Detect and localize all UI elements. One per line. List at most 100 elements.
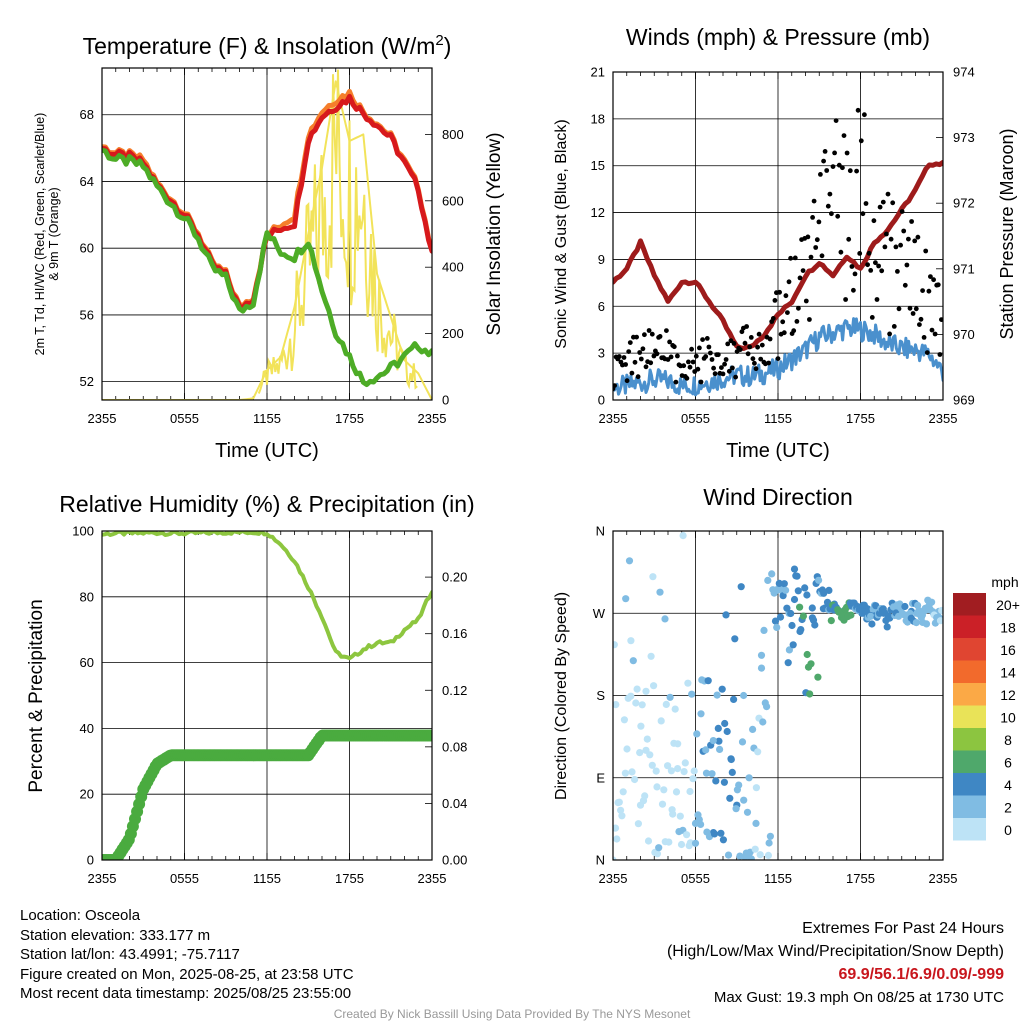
direction-point bbox=[747, 855, 755, 860]
title-close: ) bbox=[444, 33, 452, 59]
direction-point bbox=[799, 612, 808, 620]
gust-point bbox=[895, 269, 900, 274]
direction-point bbox=[686, 787, 694, 796]
gust-point bbox=[913, 306, 919, 312]
gust-point bbox=[646, 328, 652, 333]
x-tick-label: 1155 bbox=[764, 411, 792, 426]
direction-point bbox=[756, 851, 764, 859]
direction-point bbox=[912, 619, 920, 627]
y-axis-label-winds: Sonic Wind & Gust (Blue, Black) bbox=[553, 119, 570, 348]
direction-point bbox=[760, 626, 768, 635]
direction-point bbox=[642, 687, 650, 695]
gust-point bbox=[627, 340, 633, 345]
gust-point bbox=[767, 336, 773, 342]
gust-point bbox=[813, 245, 819, 250]
gust-point bbox=[906, 236, 911, 242]
gust-point bbox=[844, 150, 850, 156]
direction-point bbox=[737, 583, 745, 591]
gust-point bbox=[728, 338, 734, 344]
colorbar-swatch bbox=[953, 683, 986, 706]
gust-point bbox=[638, 356, 644, 362]
y-tick-label: 60 bbox=[80, 655, 94, 670]
direction-point bbox=[674, 740, 682, 748]
x-axis-label-temperature: Time (UTC) bbox=[215, 440, 319, 462]
station-pressure-line bbox=[613, 159, 943, 351]
credit-text: Created By Nick Bassill Using Data Provi… bbox=[333, 1007, 691, 1021]
direction-point bbox=[797, 626, 805, 634]
x-tick-label: 2355 bbox=[88, 871, 117, 886]
direction-point bbox=[883, 623, 891, 631]
colorbar-swatch bbox=[953, 773, 986, 796]
direction-point bbox=[655, 844, 663, 852]
direction-point bbox=[619, 788, 627, 796]
x-tick-label: 2355 bbox=[88, 411, 117, 426]
gust-point bbox=[835, 213, 841, 219]
y-right-tick-label: 0.16 bbox=[442, 626, 467, 641]
elevation-text: Station elevation: 333.177 m bbox=[20, 926, 211, 944]
x-tick-label: 2355 bbox=[929, 411, 958, 426]
plot-frame bbox=[101, 530, 433, 861]
y-tick-label: 9 bbox=[598, 252, 605, 267]
colorbar-label: 0 bbox=[1004, 822, 1012, 838]
direction-point bbox=[693, 730, 701, 738]
gust-point bbox=[723, 357, 729, 362]
x-tick-label: 0555 bbox=[170, 411, 199, 426]
direction-point bbox=[765, 839, 773, 847]
direction-point bbox=[633, 685, 641, 693]
direction-point bbox=[613, 824, 620, 832]
gust-point bbox=[901, 228, 907, 234]
direction-point bbox=[724, 851, 733, 859]
gust-point bbox=[745, 351, 751, 357]
extremes-legend: (High/Low/Max Wind/Precipitation/Snow De… bbox=[666, 943, 1004, 960]
gust-point bbox=[874, 297, 880, 302]
panel-3: 0 20 40 60 80 100 0.00 0.04 0.08 0.12 0.16 0.20 2355… bbox=[72, 524, 467, 887]
gust-point bbox=[712, 371, 718, 377]
colorbar-swatch bbox=[953, 750, 986, 773]
direction-point bbox=[803, 650, 811, 659]
gust-point bbox=[689, 346, 694, 352]
y-tick-label: 21 bbox=[591, 65, 605, 80]
direction-point bbox=[782, 586, 790, 594]
plot-frame bbox=[612, 530, 944, 861]
gust-point bbox=[709, 357, 715, 362]
direction-point bbox=[743, 808, 752, 816]
y-right-tick-label: 0.20 bbox=[442, 570, 467, 585]
gust-point bbox=[719, 365, 724, 370]
y-tick-label: E bbox=[596, 770, 605, 785]
y-tick-label: 12 bbox=[591, 205, 605, 220]
direction-point bbox=[867, 612, 875, 620]
direction-point bbox=[679, 532, 687, 540]
gust-point bbox=[730, 365, 735, 371]
colorbar-swatch bbox=[953, 818, 986, 841]
gust-point bbox=[621, 355, 627, 360]
gust-point bbox=[748, 335, 754, 340]
gust-point bbox=[814, 237, 820, 243]
direction-point bbox=[660, 786, 668, 794]
direction-point bbox=[808, 604, 816, 612]
gust-point bbox=[783, 293, 789, 299]
gust-point bbox=[770, 316, 776, 321]
gust-point bbox=[675, 353, 680, 359]
gust-point bbox=[722, 361, 727, 367]
y-right-tick-label: 0 bbox=[442, 393, 449, 408]
gust-point bbox=[896, 306, 902, 312]
gust-point bbox=[810, 215, 815, 220]
direction-point bbox=[688, 690, 696, 698]
gust-point bbox=[865, 262, 870, 268]
gust-point bbox=[704, 336, 710, 341]
direction-point bbox=[632, 699, 640, 707]
gust-point bbox=[634, 334, 639, 340]
direction-point bbox=[662, 700, 670, 709]
direction-point bbox=[720, 778, 729, 786]
x-tick-label: 1755 bbox=[335, 411, 364, 426]
direction-point bbox=[710, 830, 719, 838]
direction-point bbox=[717, 829, 725, 837]
gust-point bbox=[926, 288, 932, 294]
x-tick-label: 1755 bbox=[335, 871, 364, 886]
panel-1: 52 56 60 64 68 0 200 400 600 800 2355 0555 1155 1755 2… bbox=[80, 67, 464, 426]
direction-point bbox=[702, 769, 711, 777]
gust-point bbox=[920, 288, 925, 293]
direction-point bbox=[759, 718, 767, 726]
gust-point bbox=[742, 340, 748, 346]
direction-point bbox=[752, 784, 761, 792]
